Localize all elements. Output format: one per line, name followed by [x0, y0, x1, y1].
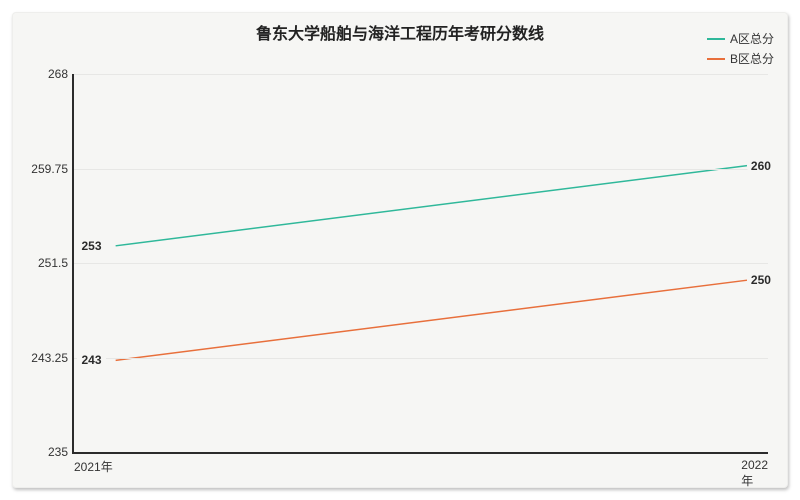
- chart-container: 鲁东大学船舶与海洋工程历年考研分数线 A区总分 B区总分 235243.2525…: [0, 0, 800, 500]
- x-tick-label: 2022年: [741, 452, 768, 489]
- legend-label-a: A区总分: [730, 30, 774, 47]
- chart-inner: 鲁东大学船舶与海洋工程历年考研分数线 A区总分 B区总分 235243.2525…: [12, 12, 788, 488]
- grid-line: [74, 169, 768, 170]
- y-tick-label: 251.5: [38, 256, 74, 270]
- grid-line: [74, 74, 768, 75]
- y-tick-label: 259.75: [31, 162, 74, 176]
- legend-item-a: A区总分: [707, 30, 774, 47]
- y-tick-label: 243.25: [31, 351, 74, 365]
- grid-line: [74, 263, 768, 264]
- grid-line: [74, 358, 768, 359]
- data-label: 260: [747, 159, 775, 173]
- y-tick-label: 268: [48, 67, 74, 81]
- legend-item-b: B区总分: [707, 50, 774, 67]
- plot-area: 235243.25251.5259.752682021年2022年2532602…: [72, 74, 768, 454]
- series-line: [116, 280, 748, 360]
- legend: A区总分 B区总分: [707, 30, 774, 70]
- legend-swatch-a: [707, 38, 725, 40]
- data-label: 250: [747, 273, 775, 287]
- data-label: 253: [77, 239, 105, 253]
- x-tick-label: 2021年: [74, 452, 113, 475]
- legend-swatch-b: [707, 58, 725, 60]
- series-line: [116, 166, 748, 246]
- chart-title: 鲁东大学船舶与海洋工程历年考研分数线: [12, 20, 788, 44]
- y-tick-label: 235: [48, 445, 74, 459]
- data-label: 243: [77, 353, 105, 367]
- legend-label-b: B区总分: [730, 50, 774, 67]
